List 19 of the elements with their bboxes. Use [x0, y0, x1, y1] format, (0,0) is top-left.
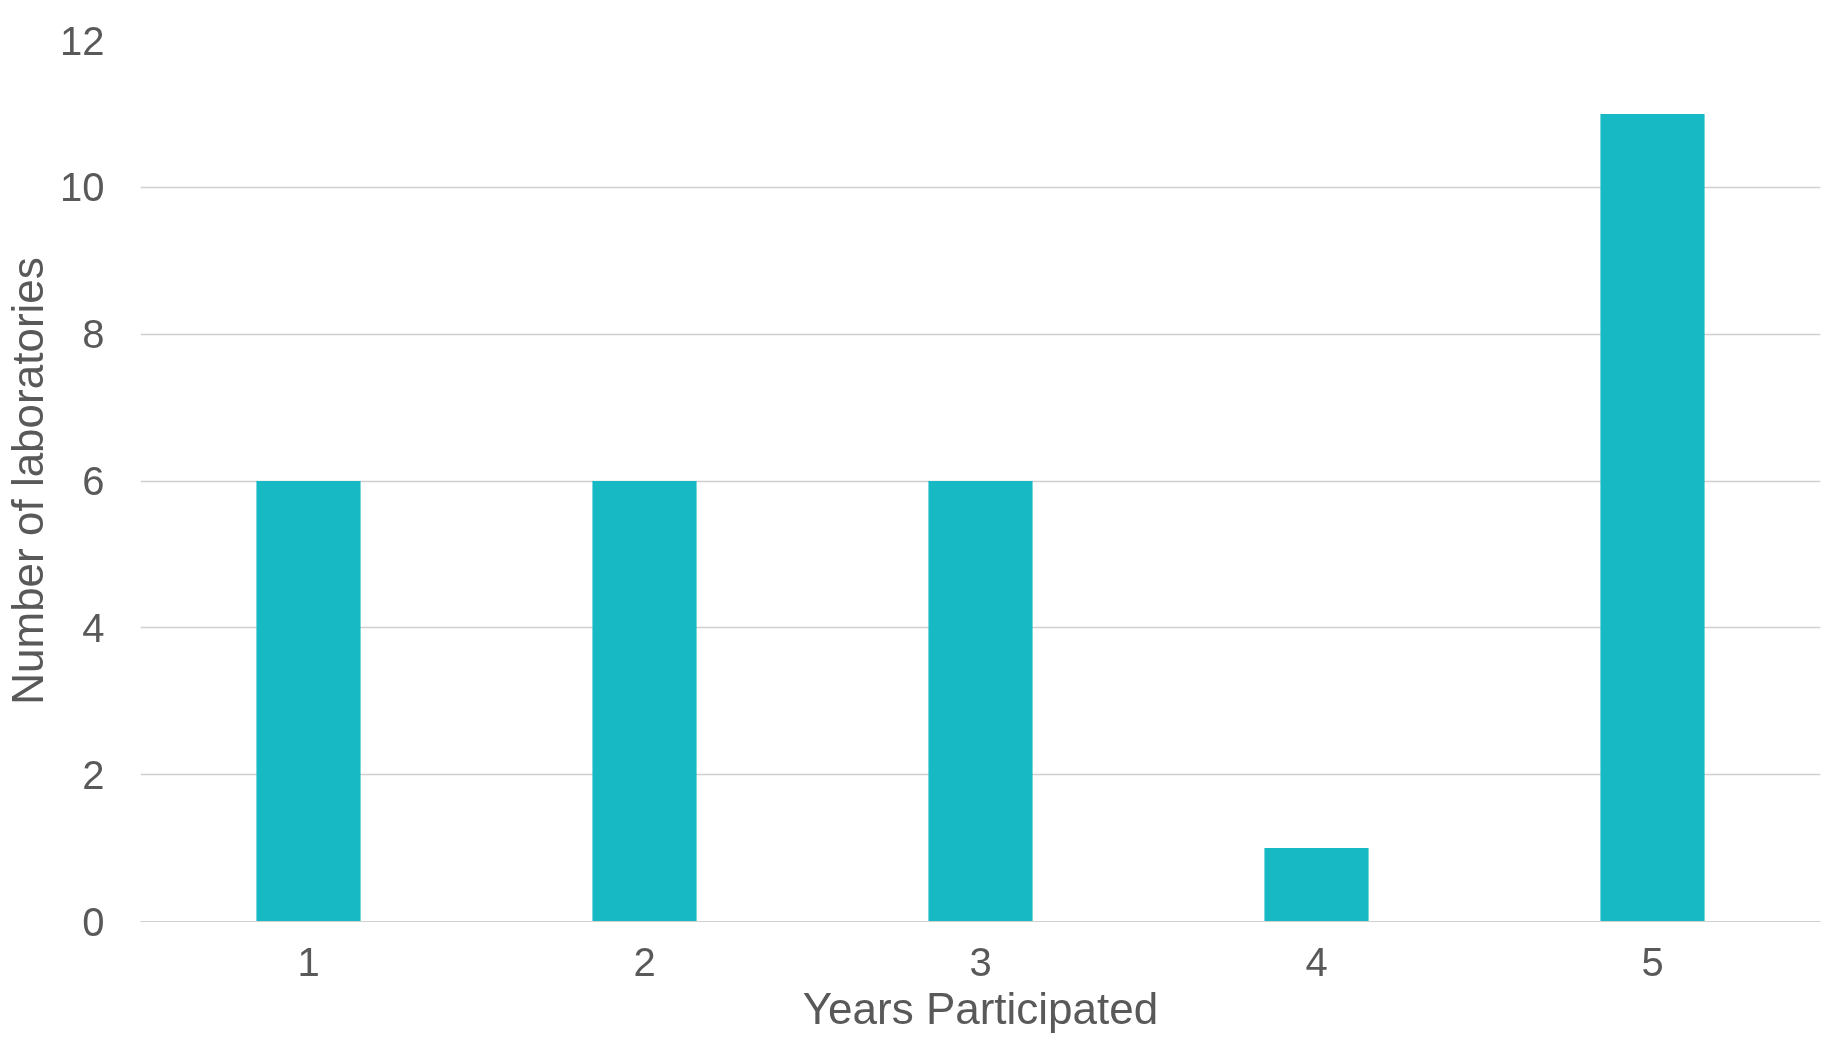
y-tick-label: 8: [82, 312, 105, 357]
y-tick-label: 10: [60, 165, 105, 210]
y-tick-label: 6: [82, 459, 105, 503]
bar: [928, 481, 1033, 922]
y-tick-label: 0: [82, 899, 105, 944]
bar: [1600, 113, 1705, 922]
x-axis-title: Years Participated: [802, 983, 1159, 1033]
y-axis-title: Number of laboratories: [3, 257, 53, 705]
x-tick-label: 5: [1641, 939, 1664, 984]
y-tick-label: 12: [60, 18, 105, 63]
bar: [592, 481, 697, 922]
bar: [1264, 848, 1369, 922]
x-tick-label: 2: [633, 939, 656, 984]
y-tick-label: 4: [82, 605, 105, 650]
bar: [256, 481, 361, 922]
x-tick-label: 1: [297, 939, 320, 984]
x-tick-label: 3: [969, 939, 992, 984]
y-tick-label: 2: [82, 752, 105, 797]
x-tick-label: 4: [1305, 939, 1328, 984]
